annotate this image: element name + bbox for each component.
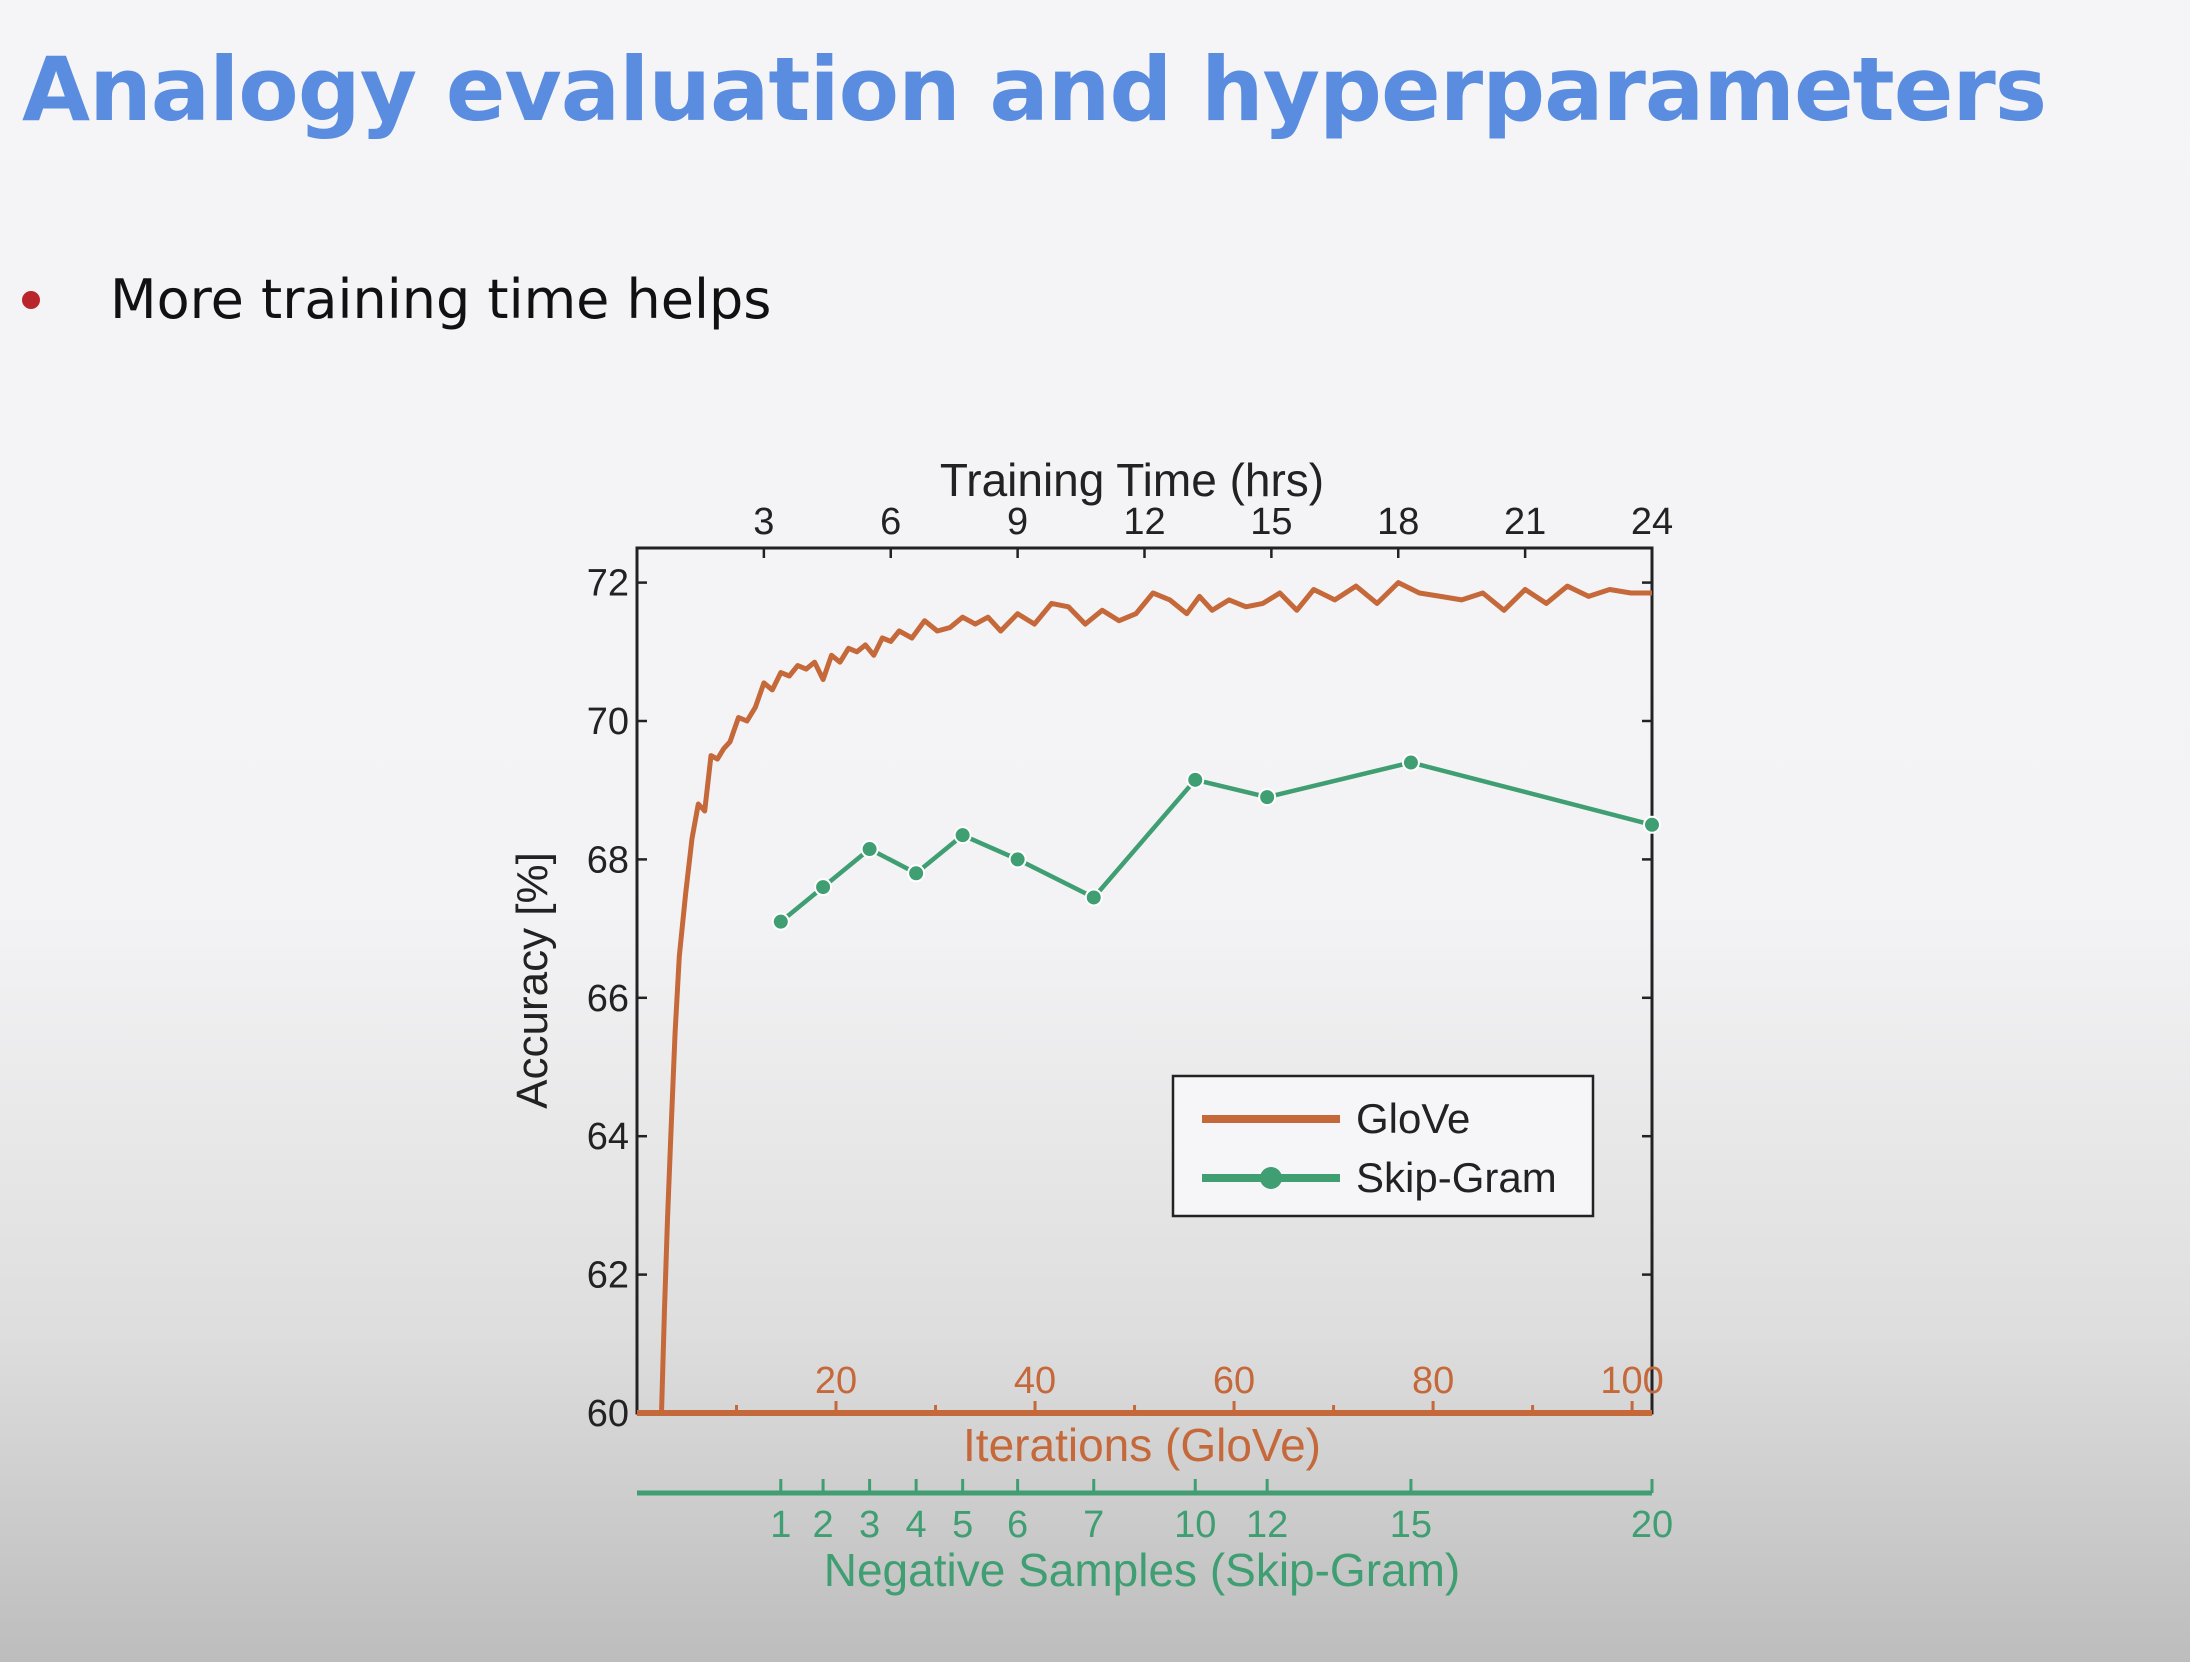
- skipgram-point: [771, 912, 790, 931]
- skipgram-point: [814, 878, 833, 897]
- y-tick-label: 66: [587, 978, 629, 1020]
- skipgram-point: [1258, 788, 1277, 807]
- y-tick-label: 68: [587, 839, 629, 881]
- top-tick-label: 18: [1377, 501, 1419, 543]
- skipgram-point: [860, 840, 879, 859]
- top-tick-label: 21: [1504, 501, 1546, 543]
- skipgram-axis-tick-label: 3: [859, 1504, 880, 1546]
- skipgram-point: [1186, 770, 1205, 789]
- series-group: [659, 580, 1661, 1414]
- top-tick-label: 15: [1250, 501, 1292, 543]
- top-tick-label: 3: [753, 501, 774, 543]
- top-tick-label: 9: [1007, 501, 1028, 543]
- top-tick-label: 6: [880, 501, 901, 543]
- skipgram-point: [1401, 753, 1420, 772]
- skipgram-point: [907, 864, 926, 883]
- bullet-dot-icon: [22, 290, 40, 309]
- y-tick-label: 72: [587, 563, 629, 605]
- skipgram-axis-tick-label: 7: [1083, 1504, 1104, 1546]
- glove-axis-tick-label: 60: [1213, 1360, 1255, 1402]
- legend-skipgram-marker: [1260, 1167, 1282, 1189]
- y-axis-label: Accuracy [%]: [508, 852, 557, 1109]
- glove-line: [659, 580, 1652, 1414]
- skipgram-axis-tick-label: 10: [1174, 1504, 1216, 1546]
- top-tick-label: 12: [1123, 501, 1165, 543]
- skipgram-axis-tick-label: 5: [952, 1504, 973, 1546]
- y-tick-label: 60: [587, 1393, 629, 1435]
- glove-axis-tick-label: 100: [1600, 1360, 1663, 1402]
- top-tick-label: 24: [1631, 501, 1673, 543]
- skipgram-line: [779, 760, 1653, 924]
- glove-axis-tick-label: 40: [1014, 1360, 1056, 1402]
- slide-title: Analogy evaluation and hyperparameters: [22, 38, 2047, 141]
- legend: GloVe Skip-Gram: [1171, 1074, 1595, 1218]
- bullet-item: More training time helps: [22, 268, 771, 331]
- glove-axis-tick-label: 20: [815, 1360, 857, 1402]
- skipgram-point: [953, 826, 972, 845]
- y-tick-label: 64: [587, 1116, 629, 1158]
- skipgram-axis-tick-label: 6: [1007, 1504, 1028, 1546]
- skipgram-axis-tick-label: 20: [1631, 1504, 1673, 1546]
- legend-box: [1171, 1074, 1595, 1218]
- legend-glove-label: GloVe: [1356, 1095, 1470, 1142]
- skipgram-point: [1008, 850, 1027, 869]
- y-tick-label: 70: [587, 701, 629, 743]
- skipgram-axis-tick-label: 2: [813, 1504, 834, 1546]
- bullet-text: More training time helps: [110, 268, 772, 331]
- top-axis-label: Training Time (hrs): [940, 454, 1324, 506]
- y-tick-label: 62: [587, 1255, 629, 1297]
- legend-skipgram-label: Skip-Gram: [1356, 1154, 1557, 1201]
- skipgram-axis-tick-label: 4: [906, 1504, 927, 1546]
- skipgram-point: [1084, 888, 1103, 907]
- glove-axis-tick-label: 80: [1412, 1360, 1454, 1402]
- glove-axis-label: Iterations (GloVe): [963, 1419, 1321, 1471]
- skipgram-axis-label: Negative Samples (Skip-Gram): [824, 1544, 1461, 1596]
- skipgram-axis-tick-label: 12: [1246, 1504, 1288, 1546]
- skipgram-axis-tick-label: 1: [770, 1504, 791, 1546]
- skipgram-axis-tick-label: 15: [1390, 1504, 1432, 1546]
- plot-frame-group: [635, 546, 1654, 1496]
- skipgram-point: [1643, 815, 1661, 834]
